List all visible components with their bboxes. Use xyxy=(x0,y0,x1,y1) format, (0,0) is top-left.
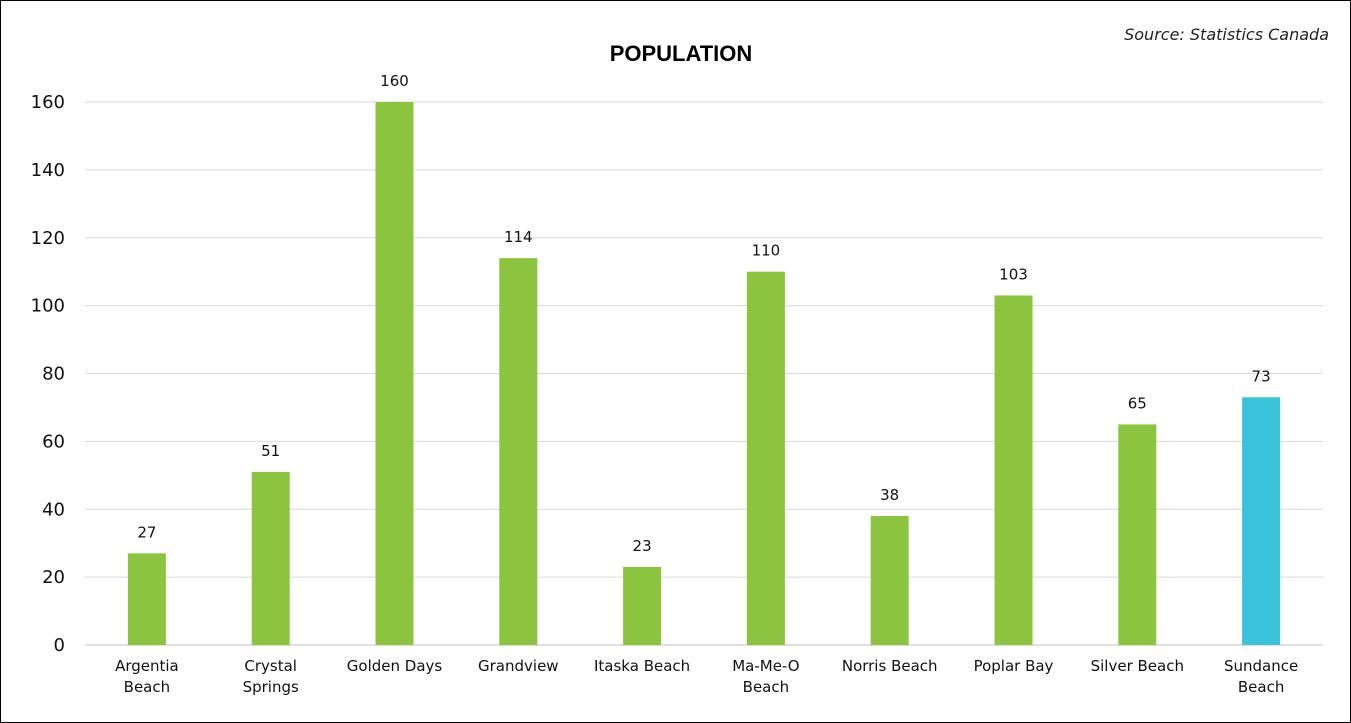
x-tick-label: Ma-Me-O Beach xyxy=(732,657,799,696)
bar xyxy=(994,295,1033,645)
data-label: 103 xyxy=(999,265,1028,283)
x-tick-label: Silver Beach xyxy=(1091,657,1184,675)
bars xyxy=(127,102,1281,645)
y-tick-label: 40 xyxy=(42,499,65,520)
bar xyxy=(127,553,166,645)
x-tick-label: Crystal Springs xyxy=(243,657,299,696)
x-tick-label: Golden Days xyxy=(347,657,443,675)
data-label: 38 xyxy=(880,486,899,504)
x-tick-label: Grandview xyxy=(478,657,559,675)
x-tick-label: Norris Beach xyxy=(842,657,938,675)
data-label: 51 xyxy=(261,442,280,460)
y-tick-label: 20 xyxy=(42,567,65,588)
x-tick-label: Poplar Bay xyxy=(974,657,1054,675)
data-label: 110 xyxy=(752,242,781,260)
bar xyxy=(375,102,414,645)
y-tick-label: 80 xyxy=(42,364,65,385)
bar xyxy=(870,516,909,645)
bar xyxy=(251,471,290,645)
x-tick-label: Argentia Beach xyxy=(115,657,179,696)
x-axis-categories: Argentia Beach Crystal Springs Golden Days Gr… xyxy=(115,657,1298,696)
y-tick-label: 120 xyxy=(31,228,65,249)
y-tick-label: 140 xyxy=(31,160,65,181)
x-tick-label: Sundance Beach xyxy=(1224,657,1298,696)
y-axis-ticks: 0 20 40 60 80 100 120 140 160 xyxy=(31,92,65,656)
y-tick-label: 100 xyxy=(31,296,65,317)
data-label: 65 xyxy=(1128,394,1147,412)
bar xyxy=(499,258,538,645)
data-label: 27 xyxy=(137,523,156,541)
chart-title: POPULATION xyxy=(610,41,753,66)
data-label: 23 xyxy=(633,537,652,555)
data-label: 114 xyxy=(504,228,533,246)
bar xyxy=(623,566,662,645)
bar xyxy=(1118,424,1157,645)
chart-source-note: Source: Statistics Canada xyxy=(1124,25,1329,44)
gridlines xyxy=(85,101,1323,646)
y-tick-label: 160 xyxy=(31,92,65,113)
data-label: 73 xyxy=(1252,367,1271,385)
x-tick-label: Itaska Beach xyxy=(594,657,690,675)
y-tick-label: 60 xyxy=(42,431,65,452)
bar xyxy=(746,271,785,645)
bar xyxy=(1242,397,1281,645)
data-label: 160 xyxy=(380,72,409,90)
y-tick-label: 0 xyxy=(54,635,65,656)
data-labels: 27 51 160 114 23 110 38 103 65 73 xyxy=(137,72,1270,555)
